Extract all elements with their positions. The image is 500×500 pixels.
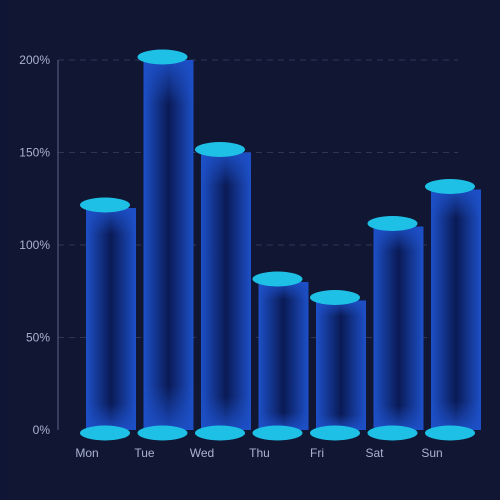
bar-top-cap — [425, 179, 475, 194]
bar-tue — [143, 60, 194, 430]
x-axis-ticks: Mon Tue Wed Thu Fri Sat Sun — [75, 446, 442, 460]
bar-top-cap — [137, 49, 188, 65]
bar-sun — [431, 189, 481, 430]
bar-thu — [258, 282, 309, 430]
y-tick-label: 150% — [19, 146, 50, 160]
bar-glow — [316, 300, 366, 430]
y-tick-label: 50% — [26, 331, 50, 345]
bar-bottom-cap — [425, 425, 475, 441]
x-tick-label: Mon — [75, 446, 98, 460]
bar-glow — [258, 282, 309, 430]
bar-bottom-cap — [137, 425, 188, 441]
y-tick-label: 0% — [33, 423, 51, 437]
x-tick-label: Fri — [310, 446, 324, 460]
bars — [86, 60, 481, 430]
x-tick-label: Thu — [249, 446, 270, 460]
bar-glow — [86, 208, 136, 430]
bar-bottom-cap — [80, 425, 130, 441]
bar-top-cap — [367, 216, 418, 231]
y-tick-label: 200% — [19, 53, 50, 67]
y-axis-ticks: 0% 50% 100% 150% 200% — [19, 53, 50, 437]
bar-top-cap — [195, 142, 245, 157]
x-tick-label: Wed — [190, 446, 214, 460]
y-tick-label: 100% — [19, 238, 50, 252]
bar-glow — [431, 189, 481, 430]
x-tick-label: Sat — [365, 446, 384, 460]
bar-bottom-cap — [367, 425, 418, 441]
bar-bottom-cap — [195, 425, 245, 441]
bar-caps — [80, 49, 475, 441]
bar-wed — [201, 152, 251, 430]
bar-fri — [316, 300, 366, 430]
x-tick-label: Tue — [134, 446, 155, 460]
bar-top-cap — [252, 271, 303, 287]
bar-top-cap — [80, 197, 130, 213]
x-tick-label: Sun — [421, 446, 442, 460]
bar-top-cap — [310, 290, 360, 305]
bar-bottom-cap — [310, 425, 360, 441]
bar-glow — [143, 60, 194, 430]
bar-bottom-cap — [252, 425, 303, 441]
bar-glow — [201, 152, 251, 430]
bar-sat — [373, 226, 424, 430]
bar-mon — [86, 208, 136, 430]
bar-glow — [373, 226, 424, 430]
